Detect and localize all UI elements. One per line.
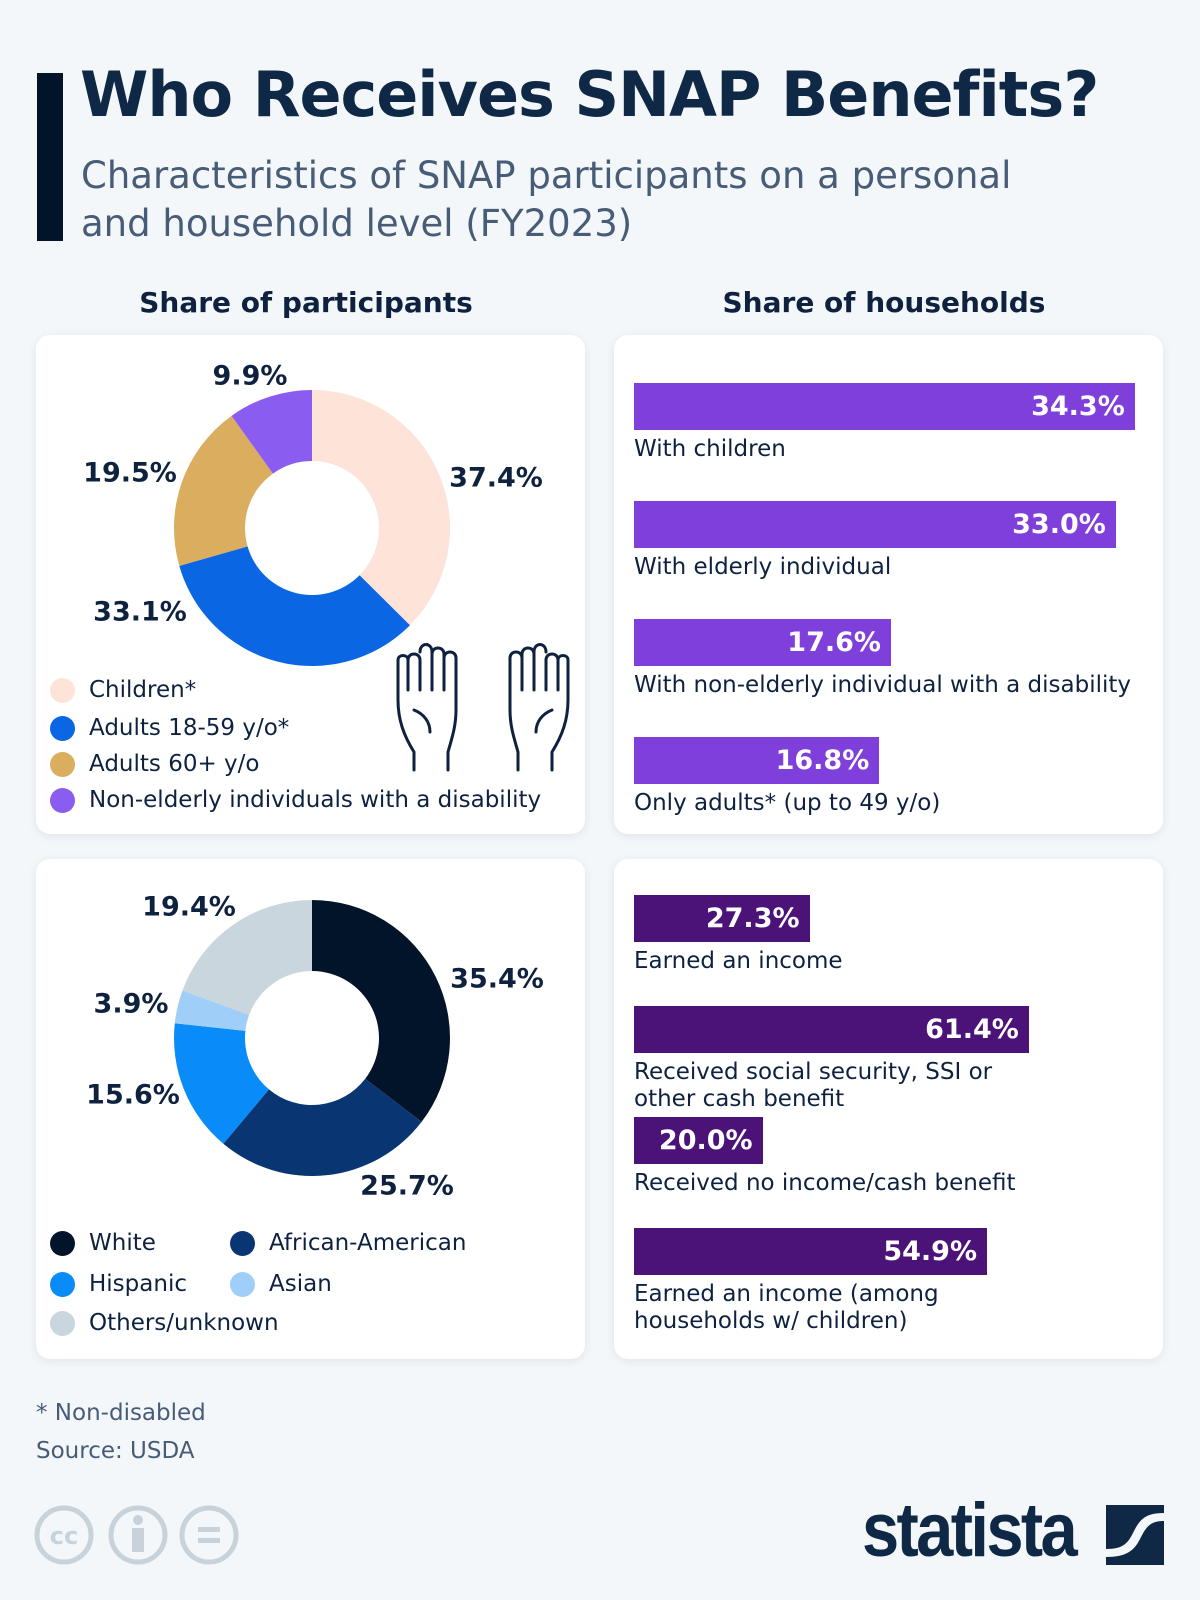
footnote: * Non-disabled: [36, 1400, 206, 1426]
legend-item: Adults 60+ y/o: [50, 751, 260, 777]
donut-slice: [174, 990, 250, 1031]
legend-item: Asian: [230, 1271, 332, 1297]
data-label: 35.4%: [450, 963, 544, 995]
source-text: Source: USDA: [36, 1438, 195, 1464]
donut-slice: [174, 1023, 269, 1144]
bar: 33.0%: [634, 501, 1116, 548]
data-label: 37.4%: [449, 462, 543, 494]
legend-label: Children*: [89, 677, 197, 703]
legend-label: Adults 60+ y/o: [89, 751, 260, 777]
bar: 17.6%: [634, 619, 891, 666]
legend-item: Hispanic: [50, 1271, 187, 1297]
bar-category-label: With elderly individual: [634, 554, 892, 580]
data-label: 15.6%: [86, 1079, 180, 1111]
donut-slice: [312, 900, 451, 1122]
bar-category-label: Received no income/cash benefit: [634, 1170, 1016, 1196]
legend-dot: [50, 751, 75, 777]
legend-dot: [50, 1271, 75, 1297]
legend-dot: [50, 787, 75, 813]
bar-category-label: Only adults* (up to 49 y/o): [634, 790, 941, 816]
bar-category-label: Received social security, SSI or other c…: [634, 1059, 993, 1112]
legend-label: Non-elderly individuals with a disabilit…: [89, 787, 542, 813]
bar: 20.0%: [634, 1117, 763, 1164]
no-derivatives-icon: [179, 1505, 239, 1565]
legend-label: African-American: [269, 1230, 467, 1256]
legend-label: Hispanic: [89, 1271, 187, 1297]
legend-item: White: [50, 1230, 156, 1256]
title-accent-bar: [37, 73, 63, 241]
legend-dot: [50, 677, 75, 703]
legend-item: African-American: [230, 1230, 466, 1256]
section-title-households: Share of households: [722, 286, 1046, 319]
legend-item: Others/unknown: [50, 1310, 279, 1336]
data-label: 3.9%: [93, 988, 169, 1020]
bar: 27.3%: [634, 895, 810, 942]
donut-slice: [223, 1078, 422, 1176]
cc-icon: cc: [34, 1505, 94, 1565]
donut-slice: [174, 415, 273, 566]
donut-slice: [312, 390, 450, 626]
bar: 16.8%: [634, 737, 880, 784]
donut-slice: [179, 546, 410, 667]
data-label: 19.4%: [142, 891, 236, 923]
legend-item: Adults 18-59 y/o*: [50, 715, 289, 741]
section-title-participants: Share of participants: [139, 286, 473, 319]
bar: 54.9%: [634, 1228, 987, 1275]
legend-dot: [50, 1310, 75, 1336]
data-label: 19.5%: [83, 457, 177, 489]
statista-logo-text: statista: [862, 1488, 1078, 1573]
legend-label: Asian: [269, 1271, 332, 1297]
legend-dot: [50, 1230, 75, 1256]
legend-dot: [230, 1230, 255, 1256]
bar: 34.3%: [634, 383, 1135, 430]
page-title: Who Receives SNAP Benefits?: [80, 58, 1099, 131]
statista-logo-mark: [1106, 1505, 1164, 1565]
donut-slice: [182, 900, 312, 1015]
bar-category-label: Earned an income (among households w/ ch…: [634, 1281, 939, 1334]
bar-category-label: With children: [634, 436, 786, 462]
legend-label: Adults 18-59 y/o*: [89, 715, 290, 741]
card-income-bars: [614, 859, 1163, 1359]
data-label: 9.9%: [212, 360, 288, 392]
svg-text:cc: cc: [50, 1522, 78, 1550]
legend-dot: [230, 1271, 255, 1297]
page-subtitle: Characteristics of SNAP participants on …: [81, 154, 1012, 245]
license-icons: cc: [34, 1505, 239, 1565]
legend-item: Children*: [50, 677, 196, 703]
data-label: 33.1%: [93, 596, 187, 628]
data-label: 25.7%: [360, 1170, 454, 1202]
legend-label: Others/unknown: [89, 1310, 279, 1336]
attribution-icon: [108, 1505, 168, 1565]
legend-label: White: [89, 1230, 156, 1256]
legend-dot: [50, 715, 75, 741]
legend-item: Non-elderly individuals with a disabilit…: [50, 787, 541, 813]
bar-category-label: With non-elderly individual with a disab…: [634, 672, 1132, 698]
open-hands-icon: [396, 643, 570, 772]
donut-slice: [231, 390, 312, 474]
bar: 61.4%: [634, 1006, 1029, 1053]
bar-category-label: Earned an income: [634, 948, 843, 974]
